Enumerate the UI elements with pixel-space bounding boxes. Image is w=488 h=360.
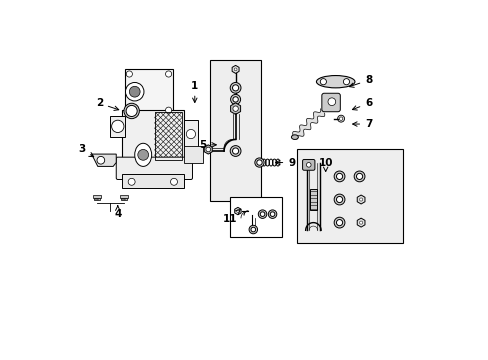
Circle shape [260,212,264,216]
Circle shape [232,85,238,91]
Circle shape [333,194,344,205]
Circle shape [128,178,135,185]
Circle shape [306,163,310,167]
Ellipse shape [316,76,354,88]
Bar [93,195,101,198]
Circle shape [165,71,171,77]
Text: 9: 9 [275,158,295,167]
Circle shape [170,178,177,185]
Circle shape [270,212,274,216]
Circle shape [333,171,344,182]
Text: 7: 7 [352,119,372,129]
Circle shape [254,158,264,167]
Text: 11: 11 [223,209,240,224]
Circle shape [268,210,276,219]
Text: 1: 1 [191,81,198,103]
Text: 6: 6 [352,98,372,110]
Text: 4: 4 [114,206,121,219]
Circle shape [234,68,237,71]
Circle shape [230,145,241,156]
Ellipse shape [135,143,151,166]
Circle shape [248,225,257,234]
Circle shape [165,107,171,113]
Text: 2: 2 [96,98,119,111]
Polygon shape [357,195,364,204]
Circle shape [343,78,349,85]
Circle shape [232,97,238,102]
Circle shape [205,147,210,152]
Polygon shape [292,109,324,139]
Circle shape [356,173,362,180]
Circle shape [97,156,104,164]
Bar [309,189,317,210]
Circle shape [125,82,143,101]
Bar [110,116,125,137]
Text: 3: 3 [78,144,94,157]
Circle shape [111,120,123,132]
Circle shape [230,82,241,93]
Text: 8: 8 [348,75,372,87]
Circle shape [138,149,148,160]
Circle shape [129,86,140,97]
FancyBboxPatch shape [302,159,314,170]
Polygon shape [204,145,212,154]
FancyBboxPatch shape [321,93,340,112]
Circle shape [236,210,239,212]
Circle shape [256,160,262,165]
Circle shape [337,115,344,122]
Bar [154,112,182,160]
Bar [297,149,402,243]
Bar [125,69,173,114]
Polygon shape [232,66,239,73]
Bar [121,198,126,200]
Bar [210,60,261,201]
Circle shape [359,221,362,224]
Bar [120,195,127,198]
Circle shape [336,197,342,203]
Polygon shape [91,154,116,166]
Bar [230,197,281,237]
Circle shape [327,98,335,105]
Circle shape [336,173,342,180]
Polygon shape [230,103,240,114]
Circle shape [336,220,342,226]
Circle shape [232,106,238,111]
Circle shape [339,117,342,120]
Circle shape [333,217,344,228]
Circle shape [126,105,137,117]
Circle shape [230,94,240,104]
Text: 10: 10 [318,158,332,171]
Circle shape [258,210,266,219]
Circle shape [353,171,364,182]
Circle shape [250,227,255,232]
Circle shape [320,78,326,85]
Bar [183,145,203,163]
Circle shape [123,103,139,119]
Circle shape [232,148,238,154]
Circle shape [359,198,362,201]
FancyBboxPatch shape [116,157,192,180]
Bar [94,198,100,200]
Polygon shape [234,207,241,215]
Polygon shape [357,218,364,227]
Circle shape [126,71,132,77]
Bar [122,174,183,188]
Circle shape [186,130,195,139]
Bar [122,110,183,163]
Circle shape [126,107,132,113]
Ellipse shape [291,135,298,139]
Bar [183,120,198,147]
Text: 5: 5 [199,140,216,150]
